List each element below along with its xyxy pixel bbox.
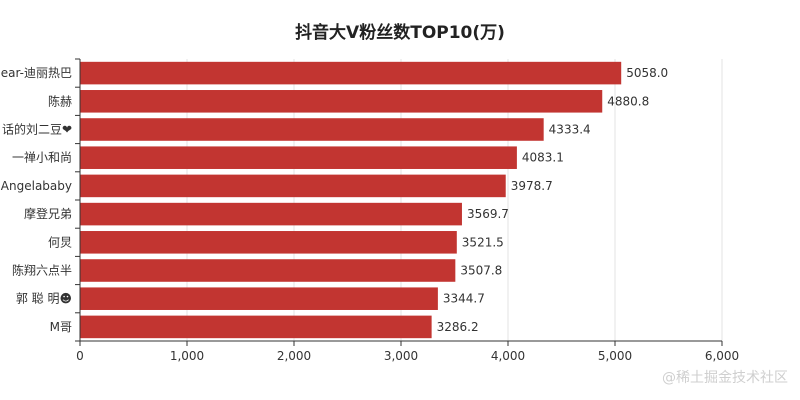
category-label: 摩登兄弟 — [24, 206, 72, 221]
x-tick-label: 5,000 — [598, 349, 632, 363]
x-axis: 0 1,000 2,000 3,000 4,000 5,000 6,000 — [75, 58, 739, 363]
bar — [80, 146, 517, 169]
category-label: Angelababy — [1, 179, 72, 193]
category-label: 陈翔六点半 — [12, 263, 72, 278]
bar — [80, 231, 457, 254]
x-tick-label: 6,000 — [705, 349, 739, 363]
bar — [80, 259, 456, 282]
bar — [80, 202, 462, 226]
bar — [80, 315, 432, 339]
chart-title: 抖音大V粉丝数TOP10(万) — [295, 22, 505, 43]
x-tick-label: 4,000 — [491, 349, 525, 363]
value-label: 3978.7 — [511, 179, 553, 193]
value-label: 4333.4 — [549, 123, 591, 137]
bar — [80, 61, 622, 85]
bar — [80, 118, 544, 141]
bar — [80, 287, 438, 310]
x-tick-label: 2,000 — [277, 349, 311, 363]
category-label: 郭 聪 明☻ — [16, 292, 72, 306]
category-label: M哥 — [50, 320, 72, 334]
value-label: 3286.2 — [437, 320, 479, 334]
category-label: 陈赫 — [48, 93, 72, 108]
category-label: ear-迪丽热巴 — [1, 66, 72, 80]
value-label: 3344.7 — [443, 292, 485, 306]
bar — [80, 90, 603, 113]
category-label: 何炅 — [48, 235, 72, 249]
x-tick-label: 3,000 — [384, 349, 418, 363]
value-label: 4880.8 — [607, 94, 649, 108]
value-label: 5058.0 — [626, 66, 668, 80]
value-label: 3569.7 — [467, 207, 509, 221]
x-tick-label: 1,000 — [170, 349, 204, 363]
value-label: 4083.1 — [522, 151, 564, 165]
value-label: 3521.5 — [462, 235, 504, 249]
category-label: 一禅小和尚 — [12, 151, 72, 165]
bar — [80, 174, 506, 198]
watermark: @稀土掘金技术社区 — [662, 370, 788, 386]
category-label: 话的刘二豆❤ — [2, 122, 72, 137]
x-tick-label: 0 — [76, 349, 84, 363]
value-label: 3507.8 — [460, 264, 502, 278]
